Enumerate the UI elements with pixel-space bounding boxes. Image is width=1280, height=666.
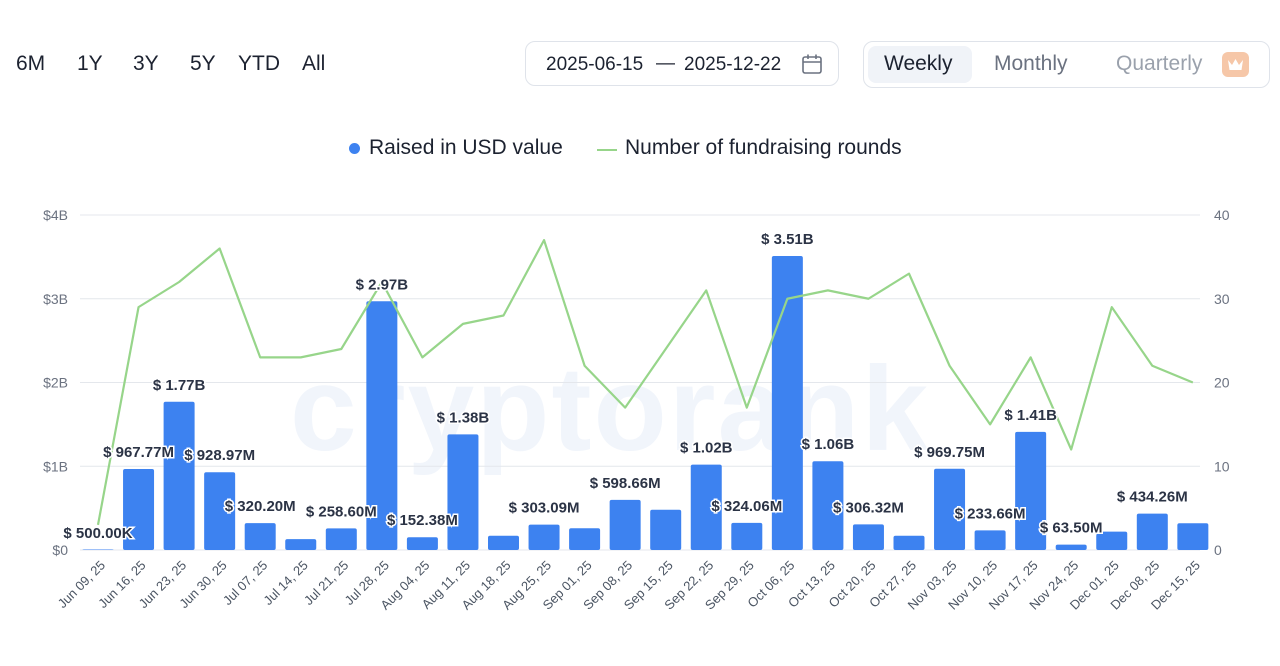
bar	[609, 499, 641, 550]
bar-data-label: $ 967.77M	[103, 444, 174, 461]
bar-data-label: $ 152.38M	[387, 512, 458, 529]
bar	[366, 301, 398, 550]
bar	[1096, 531, 1128, 550]
range-5y-button[interactable]: 5Y	[190, 52, 216, 75]
bar	[893, 535, 925, 550]
bar	[325, 528, 357, 550]
crown-icon	[1228, 59, 1243, 70]
bar-data-label: $ 598.66M	[590, 475, 661, 492]
bar-data-label: $ 2.97B	[356, 276, 409, 293]
bar	[244, 523, 276, 550]
bar	[285, 539, 317, 550]
bar-data-label: $ 233.66M	[955, 505, 1026, 522]
bar	[1136, 513, 1168, 550]
bar	[1055, 544, 1087, 550]
bar-data-label: $ 3.51B	[761, 231, 814, 248]
bar	[690, 464, 722, 550]
bar	[650, 509, 682, 550]
bar-data-label: $ 306.32M	[833, 499, 904, 516]
period-monthly-button[interactable]: Monthly	[994, 52, 1068, 75]
bar	[488, 535, 519, 550]
bar	[812, 461, 844, 550]
bar	[569, 528, 601, 550]
bar-data-label: $ 1.02B	[680, 440, 733, 457]
y-left-tick-label: $1B	[43, 458, 68, 474]
bar	[447, 434, 479, 550]
bar-data-label: $ 1.38B	[437, 409, 490, 426]
bar	[974, 530, 1006, 550]
y-right-tick-label: 30	[1214, 291, 1230, 307]
bar-data-label: $ 303.09M	[509, 500, 580, 517]
bar-data-label: $ 434.26M	[1117, 489, 1188, 506]
period-quarterly-button[interactable]: Quarterly	[1116, 52, 1203, 75]
period-weekly-button[interactable]: Weekly	[884, 52, 953, 75]
range-1y-button[interactable]: 1Y	[77, 52, 103, 75]
date-end: 2025-12-22	[684, 54, 782, 75]
bar	[731, 522, 763, 550]
calendar-icon[interactable]	[801, 53, 823, 75]
bar	[82, 549, 114, 550]
range-ytd-button[interactable]: YTD	[238, 52, 280, 75]
bar-data-label: $ 928.97M	[184, 447, 255, 464]
bar-data-label: $ 969.75M	[914, 444, 985, 461]
rounds-series-line	[96, 239, 1194, 526]
bar	[934, 468, 966, 550]
bar	[406, 537, 438, 550]
bar	[123, 468, 155, 550]
date-separator: —	[656, 53, 675, 74]
weekly-active-bg	[868, 46, 972, 83]
bar-data-label: $ 63.50M	[1040, 520, 1103, 537]
bar	[1177, 523, 1209, 550]
bar	[852, 524, 884, 550]
y-right-tick-label: 40	[1214, 207, 1230, 223]
y-left-tick-label: $2B	[43, 375, 68, 391]
date-start: 2025-06-15	[546, 54, 644, 75]
bar-data-label: $ 324.06M	[711, 498, 782, 515]
date-range-picker[interactable]: 2025-06-15 — 2025-12-22	[525, 41, 839, 86]
y-right-tick-label: 20	[1214, 375, 1230, 391]
range-3y-button[interactable]: 3Y	[133, 52, 159, 75]
period-selector: Weekly Monthly Quarterly	[863, 41, 1270, 88]
y-left-tick-label: $3B	[43, 291, 68, 307]
bar-data-label: $ 1.06B	[802, 436, 855, 453]
y-right-tick-label: 10	[1214, 458, 1230, 474]
bar-data-label: $ 258.60M	[306, 503, 377, 520]
bar-data-label: $ 500.00K	[63, 525, 132, 542]
bar-data-label: $ 320.20M	[225, 498, 296, 515]
y-left-tick-label: $4B	[43, 207, 68, 223]
legend-bar-swatch	[349, 143, 360, 154]
range-6m-button[interactable]: 6M	[16, 52, 46, 75]
y-left-tick-label: $0	[52, 542, 68, 558]
legend-line-swatch	[597, 149, 617, 151]
premium-crown-badge	[1222, 52, 1249, 77]
bar	[771, 256, 803, 550]
y-right-tick-label: 0	[1214, 542, 1222, 558]
bar-data-label: $ 1.41B	[1004, 407, 1057, 424]
bar-data-label: $ 1.77B	[153, 377, 206, 394]
range-all-button[interactable]: All	[302, 52, 326, 75]
bar	[528, 524, 560, 550]
bar	[204, 472, 236, 550]
legend-raised-usd[interactable]: Raised in USD value	[369, 136, 563, 159]
bar	[1015, 431, 1047, 550]
bar	[163, 401, 195, 550]
legend-fundraising-rounds[interactable]: Number of fundraising rounds	[625, 136, 902, 159]
